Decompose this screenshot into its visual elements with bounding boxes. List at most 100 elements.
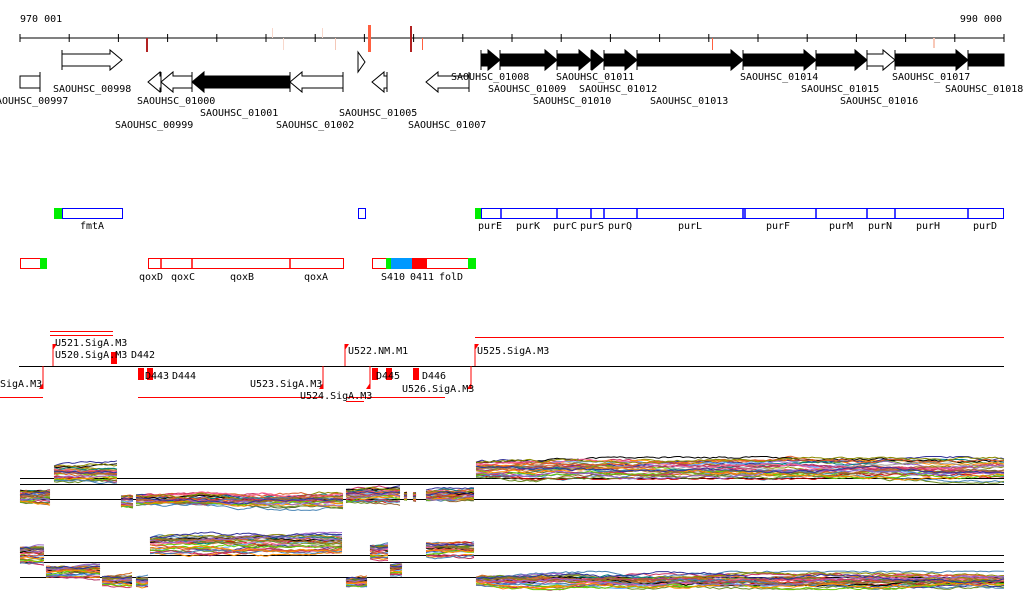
gene-arrow[interactable]: [480, 48, 501, 72]
tss-flag-head: [319, 383, 323, 389]
expression-plot-top: [19, 455, 1005, 511]
gene-saouhsc_01013[interactable]: SAOUHSC_01013: [636, 48, 744, 107]
gene-arrow[interactable]: [742, 48, 817, 72]
gene-arrow[interactable]: [61, 48, 123, 72]
gene-arrow[interactable]: [19, 75, 41, 89]
expression-profile-line: [403, 493, 408, 496]
gene-saouhsc_00998[interactable]: SAOUHSC_00998: [53, 48, 131, 95]
gene-arrow[interactable]: [967, 53, 1005, 67]
expression-profile-line: [403, 498, 408, 500]
gene-arrow[interactable]: [289, 70, 344, 94]
gene-label: SAOUHSC_01017: [892, 72, 970, 83]
gene-arrow[interactable]: [556, 48, 592, 72]
gene-arrow[interactable]: [603, 48, 638, 72]
gene-arrow[interactable]: [371, 70, 388, 94]
gene-arrow[interactable]: [191, 70, 291, 94]
gene-saouhsc_01000[interactable]: SAOUHSC_01000: [137, 70, 215, 107]
expression-profile-line: [19, 553, 45, 557]
feature-mark: [933, 38, 935, 48]
gene-saouhsc_01009[interactable]: SAOUHSC_01009: [488, 48, 566, 95]
tss-flag-head: [39, 383, 43, 389]
operon-gene-label: purM: [829, 221, 853, 232]
expression-profile-line: [120, 498, 134, 501]
operon-gene-label: folD: [439, 272, 463, 283]
gene-saouhsc_01007[interactable]: SAOUHSC_01007: [408, 70, 486, 131]
expression-profile-line: [45, 575, 101, 579]
expression-profile-line: [45, 565, 101, 570]
operon-left[interactable]: [20, 258, 41, 269]
expression-profile-line: [412, 500, 417, 503]
expression-profile-line: [135, 578, 149, 581]
expression-profile-line: [19, 546, 45, 550]
operon-gene-label: qoxA: [304, 272, 328, 283]
expression-profile-line: [45, 572, 101, 578]
expression-profile-line: [403, 492, 408, 495]
expression-profile-line: [19, 491, 51, 496]
gene-saouhsc_01011[interactable]: SAOUHSC_01011: [556, 48, 634, 83]
expression-profile-line: [53, 475, 118, 481]
gene-label: SAOUHSC_01015: [801, 84, 879, 95]
operon-track[interactable]: fmtA purE purK purC purS purQ purL purF purM purN…: [20, 208, 1004, 283]
expression-profile-line: [135, 581, 149, 585]
expression-profile-line: [120, 505, 134, 508]
gene-arrow[interactable]: [425, 70, 470, 94]
gene-saouhsc_00997[interactable]: SAOUHSC_00997: [0, 72, 68, 107]
operon-gene-label: S410: [381, 272, 405, 283]
operon-fmta[interactable]: [62, 208, 123, 219]
expression-profile-line: [120, 495, 134, 498]
expression-profile-line: [475, 473, 1005, 484]
operon-gene-label: purH: [916, 221, 940, 232]
operon-small[interactable]: [358, 208, 366, 219]
expression-profile-line: [19, 549, 45, 553]
gene-arrow[interactable]: [590, 48, 605, 72]
expression-profile-line: [475, 462, 1005, 473]
expression-profile-line: [346, 499, 401, 503]
expression-profile-line: [369, 547, 389, 550]
expression-profile-line: [475, 571, 1005, 584]
gene-label: SAOUHSC_01007: [408, 120, 486, 131]
expression-profile-line: [53, 470, 118, 474]
expression-profile-line: [345, 584, 368, 588]
transcript-label: D446: [422, 371, 446, 382]
expression-profile-line: [53, 460, 118, 467]
gene-label: SAOUHSC_01014: [740, 72, 818, 83]
expression-profile-line: [345, 581, 368, 584]
expression-profile-line: [45, 568, 101, 575]
gene-saouhsc_01017[interactable]: SAOUHSC_01017: [892, 48, 970, 83]
gene-arrow[interactable]: [160, 70, 193, 94]
gene-saouhsc_01015[interactable]: SAOUHSC_01015: [801, 48, 879, 95]
gene-saouhsc_01016[interactable]: SAOUHSC_01016: [840, 48, 918, 107]
gene-saouhsc_01012[interactable]: SAOUHSC_01012: [579, 48, 657, 95]
operon-gene-label: purS: [580, 221, 604, 232]
gene-arrow[interactable]: [636, 48, 744, 72]
expression-profile-line: [19, 493, 51, 498]
gene-saouhsc_01010[interactable]: SAOUHSC_01010: [533, 48, 611, 107]
gene-saouhsc_01005[interactable]: SAOUHSC_01005: [339, 70, 417, 119]
gene-saouhsc_01014[interactable]: SAOUHSC_01014: [740, 48, 818, 83]
gene-label: SAOUHSC_00999: [115, 120, 193, 131]
gene-saouhsc_01002[interactable]: SAOUHSC_01002: [276, 70, 354, 131]
gene-saouhsc_01018[interactable]: SAOUHSC_01018: [945, 50, 1023, 95]
expression-profile-line: [476, 570, 1004, 580]
gene-arrow[interactable]: [866, 48, 896, 72]
operon-qox[interactable]: [148, 258, 344, 269]
feature-mark: [335, 38, 336, 50]
gene-arrow[interactable]: [815, 48, 868, 72]
gene-saouhsc_01008[interactable]: SAOUHSC_01008: [451, 48, 529, 83]
tss-flag-head: [475, 344, 479, 350]
gene-arrow-small[interactable]: [357, 50, 366, 74]
gene-label: SAOUHSC_00997: [0, 96, 68, 107]
expression-profile-line: [425, 549, 475, 554]
gene-arrow[interactable]: [147, 70, 162, 94]
terminator-mark: [111, 352, 117, 364]
operon-gene-label: qoxB: [230, 272, 254, 283]
expression-profile-line: [149, 536, 343, 544]
gene-arrow[interactable]: [894, 48, 969, 72]
expression-profile-line: [425, 494, 475, 501]
gene-arrow[interactable]: [499, 48, 558, 72]
expression-profile-line: [425, 554, 475, 558]
ruler-ticks: [19, 34, 1005, 42]
gene-label: SAOUHSC_00998: [53, 84, 131, 95]
